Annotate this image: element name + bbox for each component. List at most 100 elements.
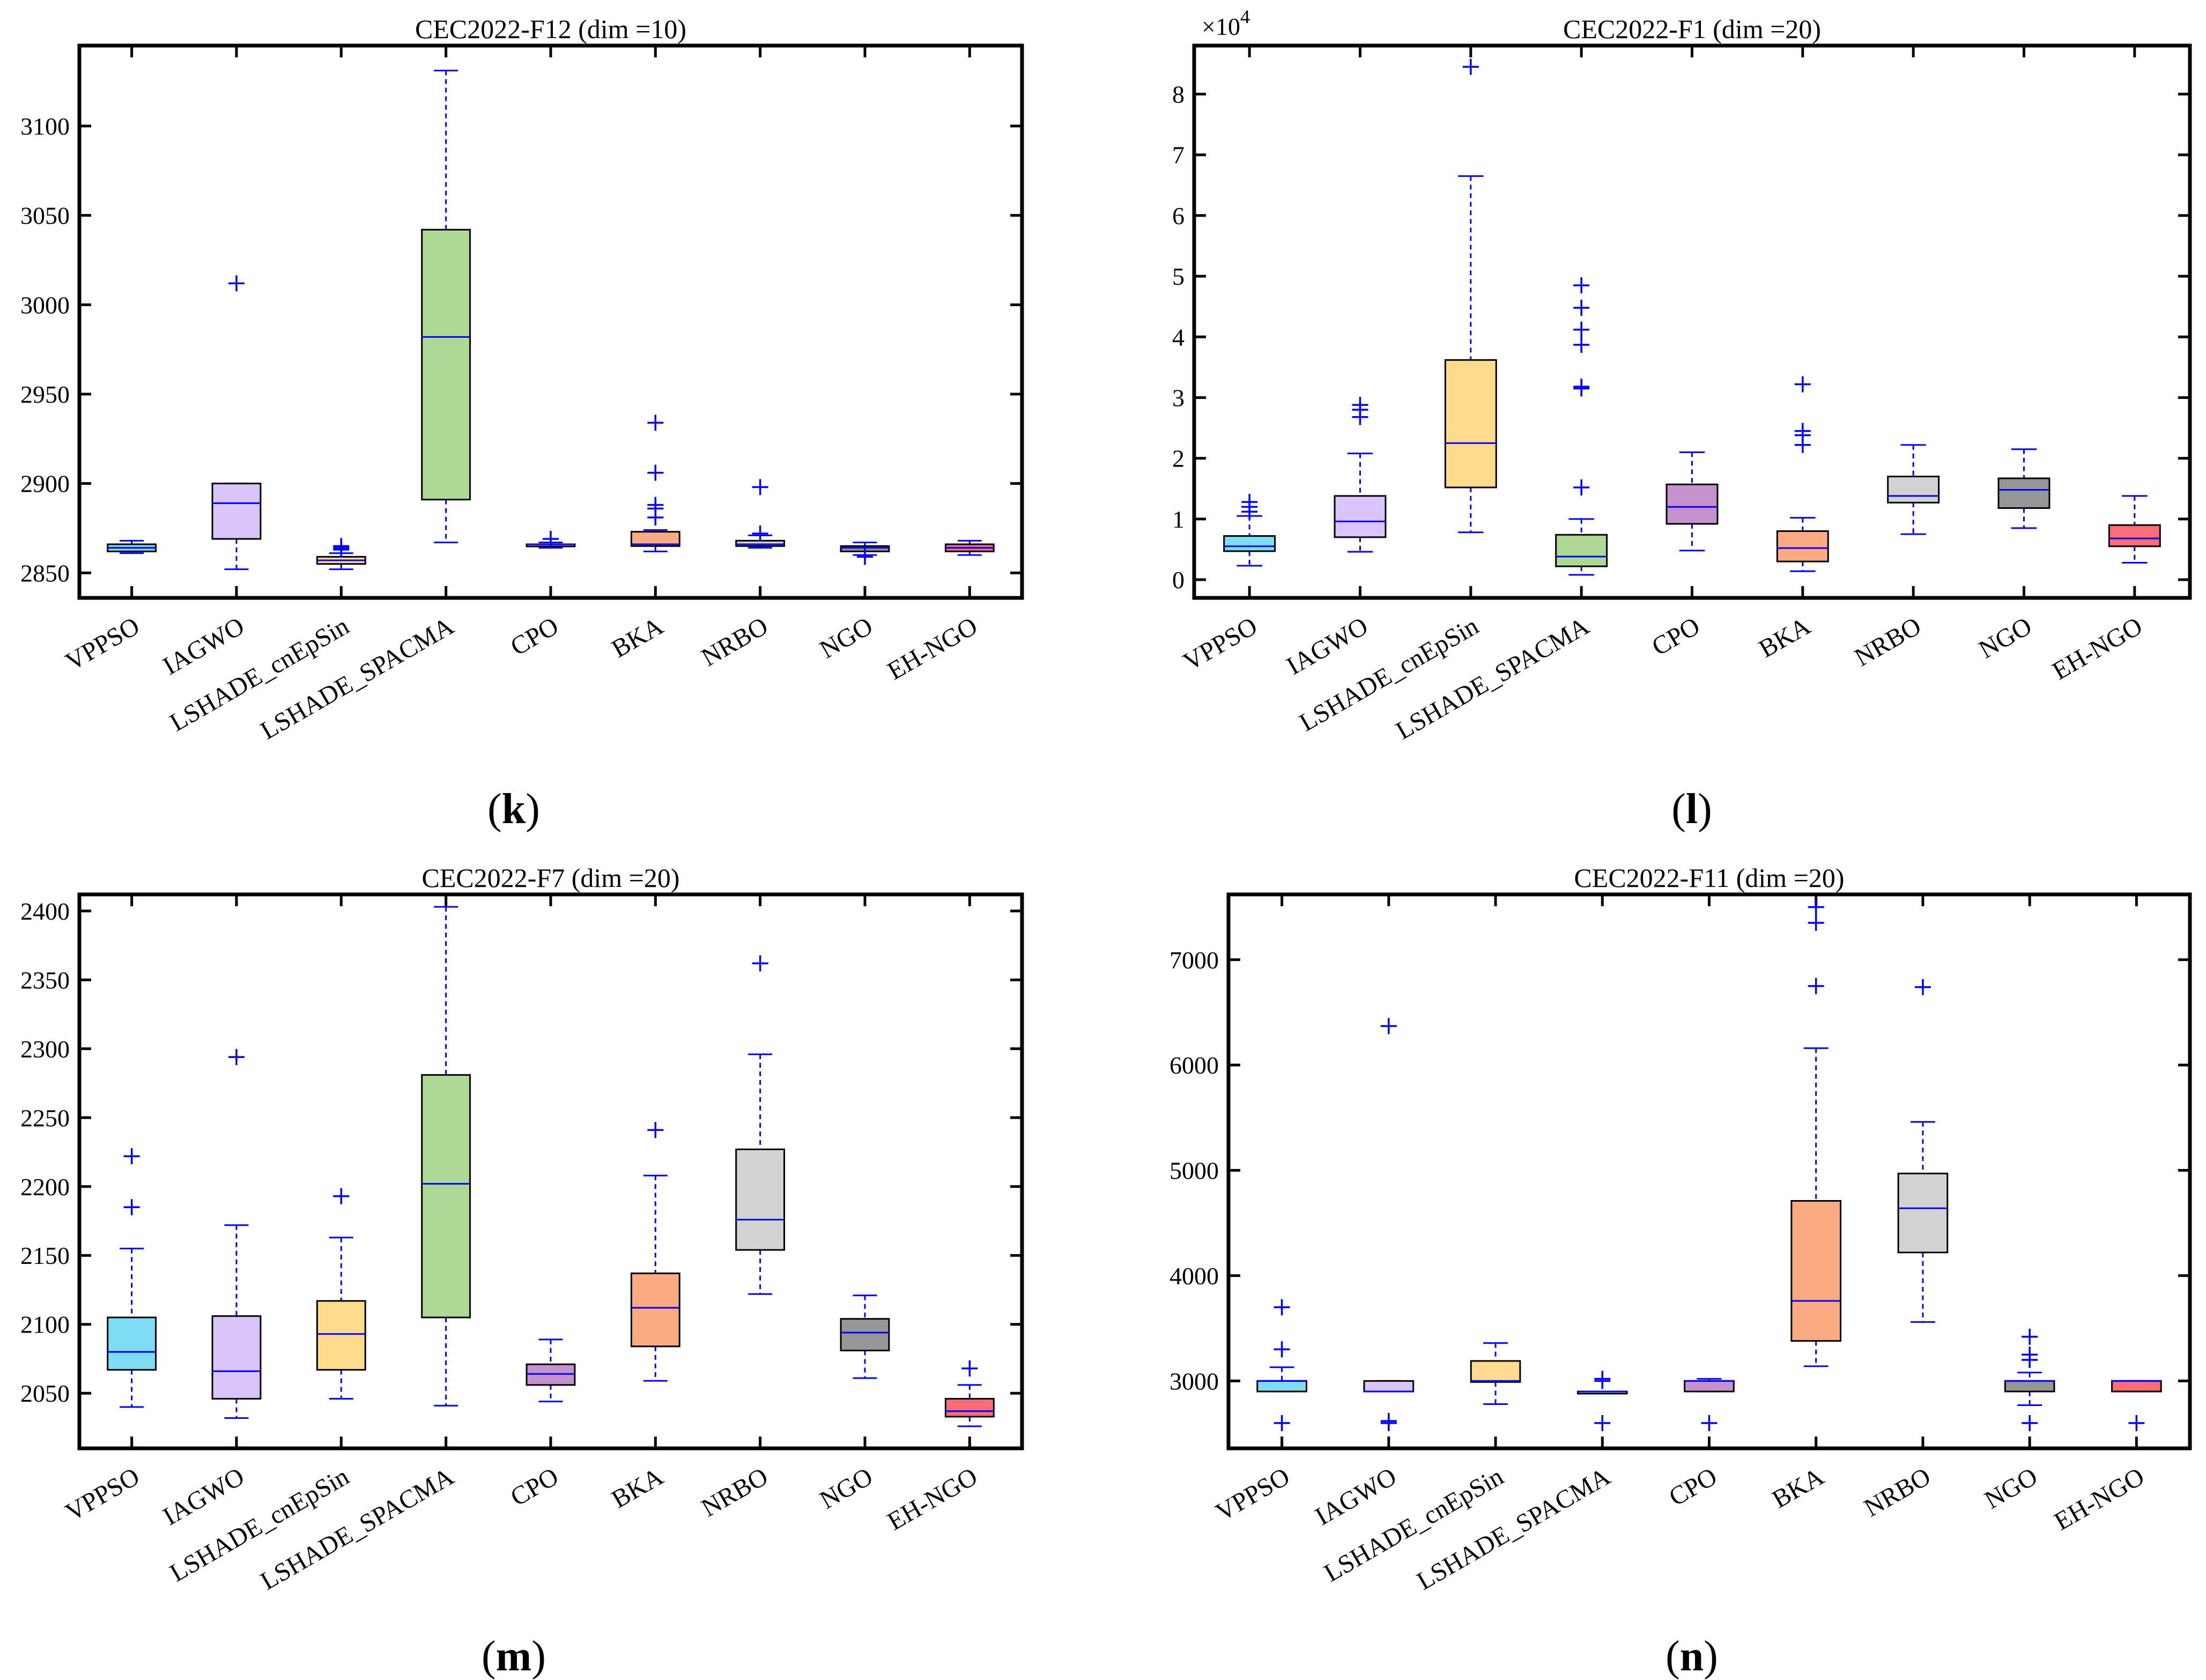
outlier-marker — [647, 415, 664, 431]
panel-label-m: (m) — [482, 1633, 546, 1680]
y-tick-label: 3000 — [1169, 1367, 1219, 1395]
panel-label-l: (l) — [1671, 786, 1712, 833]
outlier-marker — [1462, 58, 1479, 75]
outlier-marker — [543, 531, 559, 547]
outlier-marker — [1274, 1299, 1290, 1315]
outlier-marker — [857, 549, 873, 565]
panel-label-k: (k) — [487, 786, 540, 833]
y-tick-label: 8 — [1172, 81, 1185, 108]
y-tick-label: 0 — [1172, 566, 1185, 594]
iqr-box — [421, 1074, 471, 1319]
y-tick-label: 2950 — [20, 381, 70, 408]
outlier-marker — [2128, 1415, 2145, 1431]
outlier-marker — [123, 1148, 140, 1165]
iqr-box — [1363, 1380, 1415, 1393]
y-tick-label: 2900 — [20, 470, 70, 498]
outlier-marker — [1808, 915, 1824, 931]
outlier-marker — [333, 1188, 350, 1204]
y-tick-label: 2350 — [20, 966, 70, 994]
iqr-box — [211, 1315, 262, 1400]
y-tick-label: 4 — [1172, 323, 1185, 351]
outlier-marker — [1274, 1415, 1290, 1431]
y-tick-label: 2150 — [20, 1242, 70, 1269]
outlier-marker — [2022, 1346, 2038, 1363]
outlier-marker — [2022, 1415, 2038, 1431]
y-tick-label: 3050 — [20, 202, 70, 230]
outlier-marker — [961, 1360, 978, 1376]
iqr-box — [421, 228, 471, 501]
iqr-box — [1887, 476, 1940, 504]
iqr-box — [1776, 530, 1829, 563]
y-tick-label: 5 — [1172, 263, 1185, 290]
outlier-marker — [1808, 978, 1824, 994]
y-tick-label: 7 — [1172, 142, 1185, 169]
outlier-marker — [1380, 1412, 1397, 1429]
y-tick-label: 2400 — [20, 898, 70, 925]
outlier-marker — [1594, 1415, 1611, 1431]
outlier-marker — [647, 1122, 664, 1138]
iqr-box — [630, 1272, 680, 1348]
y-tick-label: 3100 — [20, 113, 70, 140]
outlier-marker — [2022, 1328, 2038, 1345]
iqr-box — [1256, 1380, 1307, 1393]
y-tick-label: 2100 — [20, 1311, 70, 1338]
outlier-marker — [228, 275, 245, 292]
y-tick-label: 2850 — [20, 559, 70, 587]
iqr-box — [1555, 534, 1608, 567]
y-tick-label: 2200 — [20, 1173, 70, 1201]
y-tick-label: 1 — [1172, 506, 1185, 533]
iqr-box — [1334, 495, 1387, 538]
iqr-box — [1790, 1200, 1842, 1342]
y-tick-label: 6000 — [1169, 1052, 1219, 1079]
y-tick-label: 5000 — [1169, 1157, 1219, 1185]
panel-label-n: (n) — [1665, 1633, 1718, 1680]
outlier-marker — [752, 955, 768, 972]
outlier-marker — [1573, 299, 1590, 316]
outlier-marker — [1352, 397, 1368, 413]
outlier-marker — [1573, 321, 1590, 338]
outlier-marker — [1573, 337, 1590, 353]
iqr-box — [1684, 1380, 1735, 1393]
iqr-box — [840, 1318, 890, 1352]
iqr-box — [1223, 535, 1276, 552]
outlier-marker — [1573, 277, 1590, 294]
iqr-box — [2108, 524, 2161, 547]
box-bka: BKA — [1767, 894, 1842, 1514]
outlier-marker — [1794, 376, 1811, 393]
outlier-marker — [1594, 1371, 1611, 1387]
y-tick-label: 4000 — [1169, 1262, 1219, 1290]
y-tick-label: 2300 — [20, 1035, 70, 1063]
iqr-box — [1997, 477, 2050, 509]
iqr-box — [2004, 1380, 2055, 1393]
chart-title: CEC2022-F11 (dim =20) — [1574, 863, 1844, 893]
y-tick-label: 3000 — [20, 291, 70, 319]
outlier-marker — [333, 538, 350, 554]
iqr-box — [1444, 359, 1497, 489]
iqr-box — [1470, 1360, 1521, 1383]
y-tick-label: 2250 — [20, 1104, 70, 1131]
iqr-box — [2111, 1380, 2162, 1393]
y-tick-label: 2050 — [20, 1380, 70, 1407]
outlier-marker — [647, 497, 664, 513]
outlier-marker — [123, 1199, 140, 1216]
outlier-marker — [647, 464, 664, 481]
outlier-marker — [1914, 979, 1931, 995]
outlier-marker — [1808, 899, 1824, 915]
outlier-marker — [228, 1049, 245, 1065]
y-tick-label: 6 — [1172, 202, 1185, 230]
outlier-marker — [1380, 1018, 1397, 1034]
y-tick-label: 3 — [1172, 384, 1185, 411]
iqr-box — [211, 483, 262, 540]
iqr-box — [316, 1300, 366, 1371]
chart-title: CEC2022-F12 (dim =10) — [415, 14, 686, 44]
outlier-marker — [1241, 494, 1258, 510]
iqr-box — [735, 1148, 786, 1251]
outlier-marker — [752, 526, 768, 542]
outlier-marker — [1573, 479, 1590, 495]
chart-title: CEC2022-F7 (dim =20) — [422, 863, 680, 893]
y-tick-label: 7000 — [1169, 946, 1219, 974]
outlier-marker — [1794, 423, 1811, 439]
outlier-marker — [752, 479, 768, 495]
